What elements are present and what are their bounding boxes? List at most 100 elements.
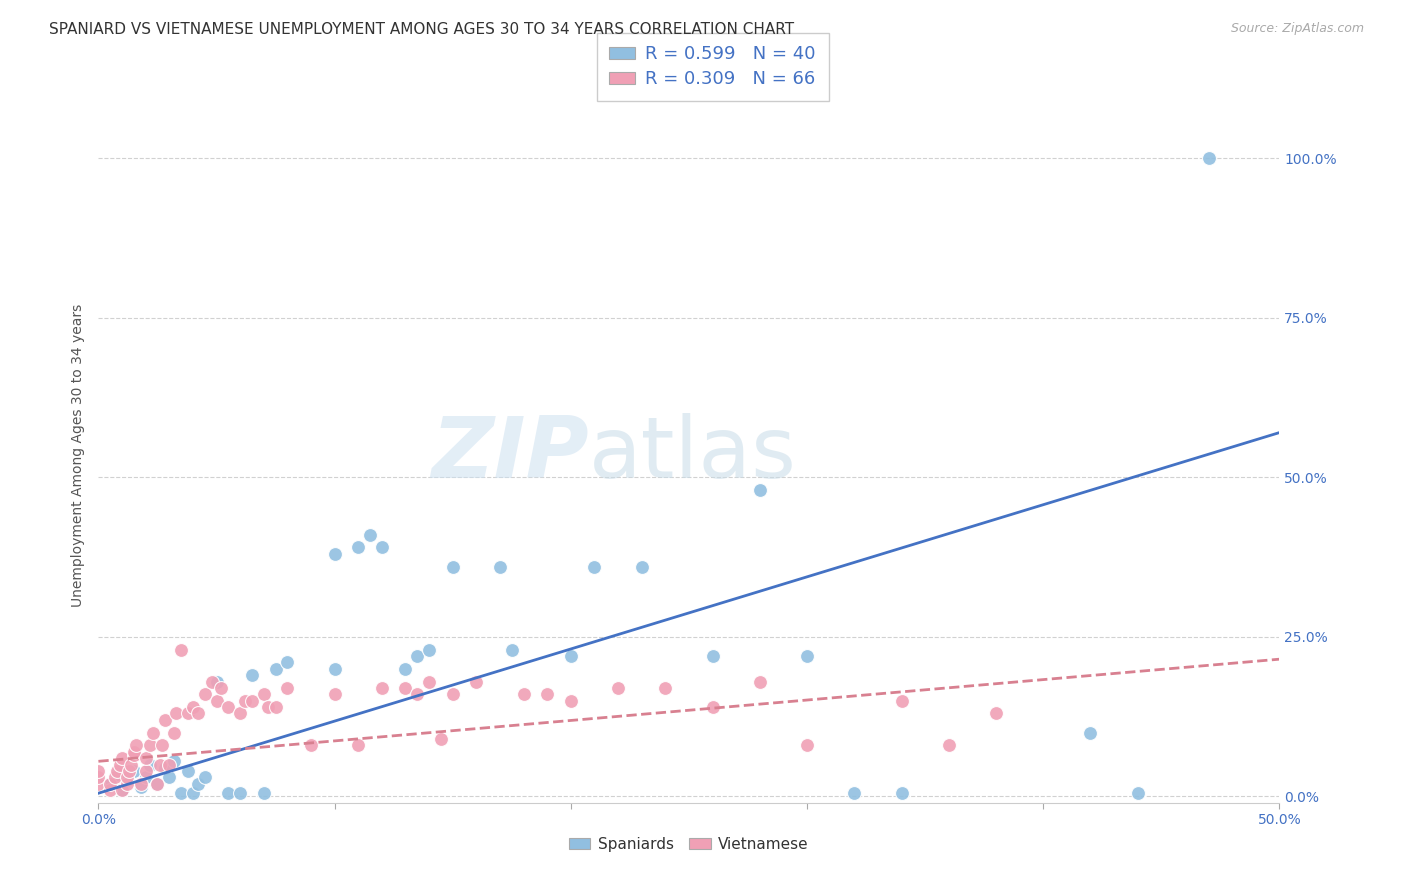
- Point: [748, 674, 770, 689]
- Point: [299, 739, 322, 753]
- Point: [108, 757, 131, 772]
- Point: [654, 681, 676, 695]
- Point: [702, 648, 724, 663]
- Point: [323, 687, 346, 701]
- Point: [111, 783, 134, 797]
- Point: [441, 687, 464, 701]
- Point: [276, 681, 298, 695]
- Text: Source: ZipAtlas.com: Source: ZipAtlas.com: [1230, 22, 1364, 36]
- Point: [323, 662, 346, 676]
- Point: [105, 764, 128, 778]
- Point: [146, 777, 169, 791]
- Point: [181, 700, 204, 714]
- Point: [115, 777, 138, 791]
- Point: [150, 739, 173, 753]
- Point: [163, 725, 186, 739]
- Point: [98, 777, 121, 791]
- Point: [209, 681, 232, 695]
- Text: ZIP: ZIP: [430, 413, 589, 497]
- Point: [125, 739, 148, 753]
- Point: [489, 559, 512, 574]
- Point: [394, 662, 416, 676]
- Point: [371, 541, 394, 555]
- Point: [149, 757, 172, 772]
- Point: [111, 751, 134, 765]
- Point: [135, 751, 157, 765]
- Point: [201, 674, 224, 689]
- Point: [323, 547, 346, 561]
- Point: [512, 687, 534, 701]
- Point: [194, 687, 217, 701]
- Point: [122, 745, 145, 759]
- Point: [121, 757, 143, 772]
- Point: [394, 681, 416, 695]
- Point: [253, 687, 276, 701]
- Point: [1080, 725, 1102, 739]
- Point: [796, 739, 818, 753]
- Point: [253, 786, 276, 800]
- Point: [157, 770, 180, 784]
- Point: [938, 739, 960, 753]
- Point: [890, 694, 912, 708]
- Point: [796, 648, 818, 663]
- Point: [139, 757, 162, 772]
- Point: [153, 713, 176, 727]
- Point: [217, 700, 239, 714]
- Point: [135, 764, 157, 778]
- Point: [87, 770, 110, 784]
- Point: [229, 786, 252, 800]
- Point: [406, 648, 429, 663]
- Point: [430, 731, 453, 746]
- Point: [240, 694, 263, 708]
- Point: [205, 694, 228, 708]
- Point: [115, 770, 138, 784]
- Point: [153, 761, 176, 775]
- Point: [87, 777, 110, 791]
- Point: [111, 783, 134, 797]
- Point: [1126, 786, 1149, 800]
- Point: [264, 700, 287, 714]
- Text: SPANIARD VS VIETNAMESE UNEMPLOYMENT AMONG AGES 30 TO 34 YEARS CORRELATION CHART: SPANIARD VS VIETNAMESE UNEMPLOYMENT AMON…: [49, 22, 794, 37]
- Point: [181, 786, 204, 800]
- Point: [87, 764, 110, 778]
- Point: [146, 777, 169, 791]
- Point: [118, 764, 141, 778]
- Point: [129, 777, 152, 791]
- Point: [844, 786, 866, 800]
- Legend: Spaniards, Vietnamese: Spaniards, Vietnamese: [562, 830, 815, 858]
- Point: [630, 559, 652, 574]
- Point: [229, 706, 252, 721]
- Point: [98, 783, 121, 797]
- Point: [194, 770, 217, 784]
- Point: [170, 642, 193, 657]
- Point: [583, 559, 606, 574]
- Point: [129, 780, 152, 794]
- Point: [177, 764, 200, 778]
- Point: [536, 687, 558, 701]
- Point: [560, 694, 582, 708]
- Point: [177, 706, 200, 721]
- Text: atlas: atlas: [589, 413, 797, 497]
- Point: [240, 668, 263, 682]
- Point: [418, 674, 440, 689]
- Point: [157, 757, 180, 772]
- Point: [264, 662, 287, 676]
- Point: [165, 706, 187, 721]
- Point: [406, 687, 429, 701]
- Y-axis label: Unemployment Among Ages 30 to 34 years: Unemployment Among Ages 30 to 34 years: [70, 303, 84, 607]
- Point: [142, 725, 165, 739]
- Point: [347, 541, 370, 555]
- Point: [170, 786, 193, 800]
- Point: [217, 786, 239, 800]
- Point: [607, 681, 630, 695]
- Point: [748, 483, 770, 497]
- Point: [1198, 151, 1220, 165]
- Point: [465, 674, 488, 689]
- Point: [276, 656, 298, 670]
- Point: [98, 777, 121, 791]
- Point: [205, 674, 228, 689]
- Point: [418, 642, 440, 657]
- Point: [257, 700, 280, 714]
- Point: [105, 767, 128, 781]
- Point: [560, 648, 582, 663]
